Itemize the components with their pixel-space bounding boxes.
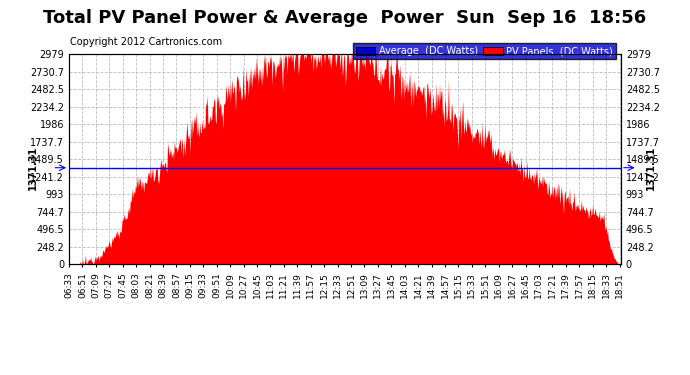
Text: Copyright 2012 Cartronics.com: Copyright 2012 Cartronics.com — [70, 37, 222, 47]
Text: 1371.31: 1371.31 — [28, 146, 38, 190]
Legend: Average  (DC Watts), PV Panels  (DC Watts): Average (DC Watts), PV Panels (DC Watts) — [353, 44, 616, 59]
Text: Total PV Panel Power & Average  Power  Sun  Sep 16  18:56: Total PV Panel Power & Average Power Sun… — [43, 9, 647, 27]
Text: 1371.31: 1371.31 — [647, 146, 656, 190]
